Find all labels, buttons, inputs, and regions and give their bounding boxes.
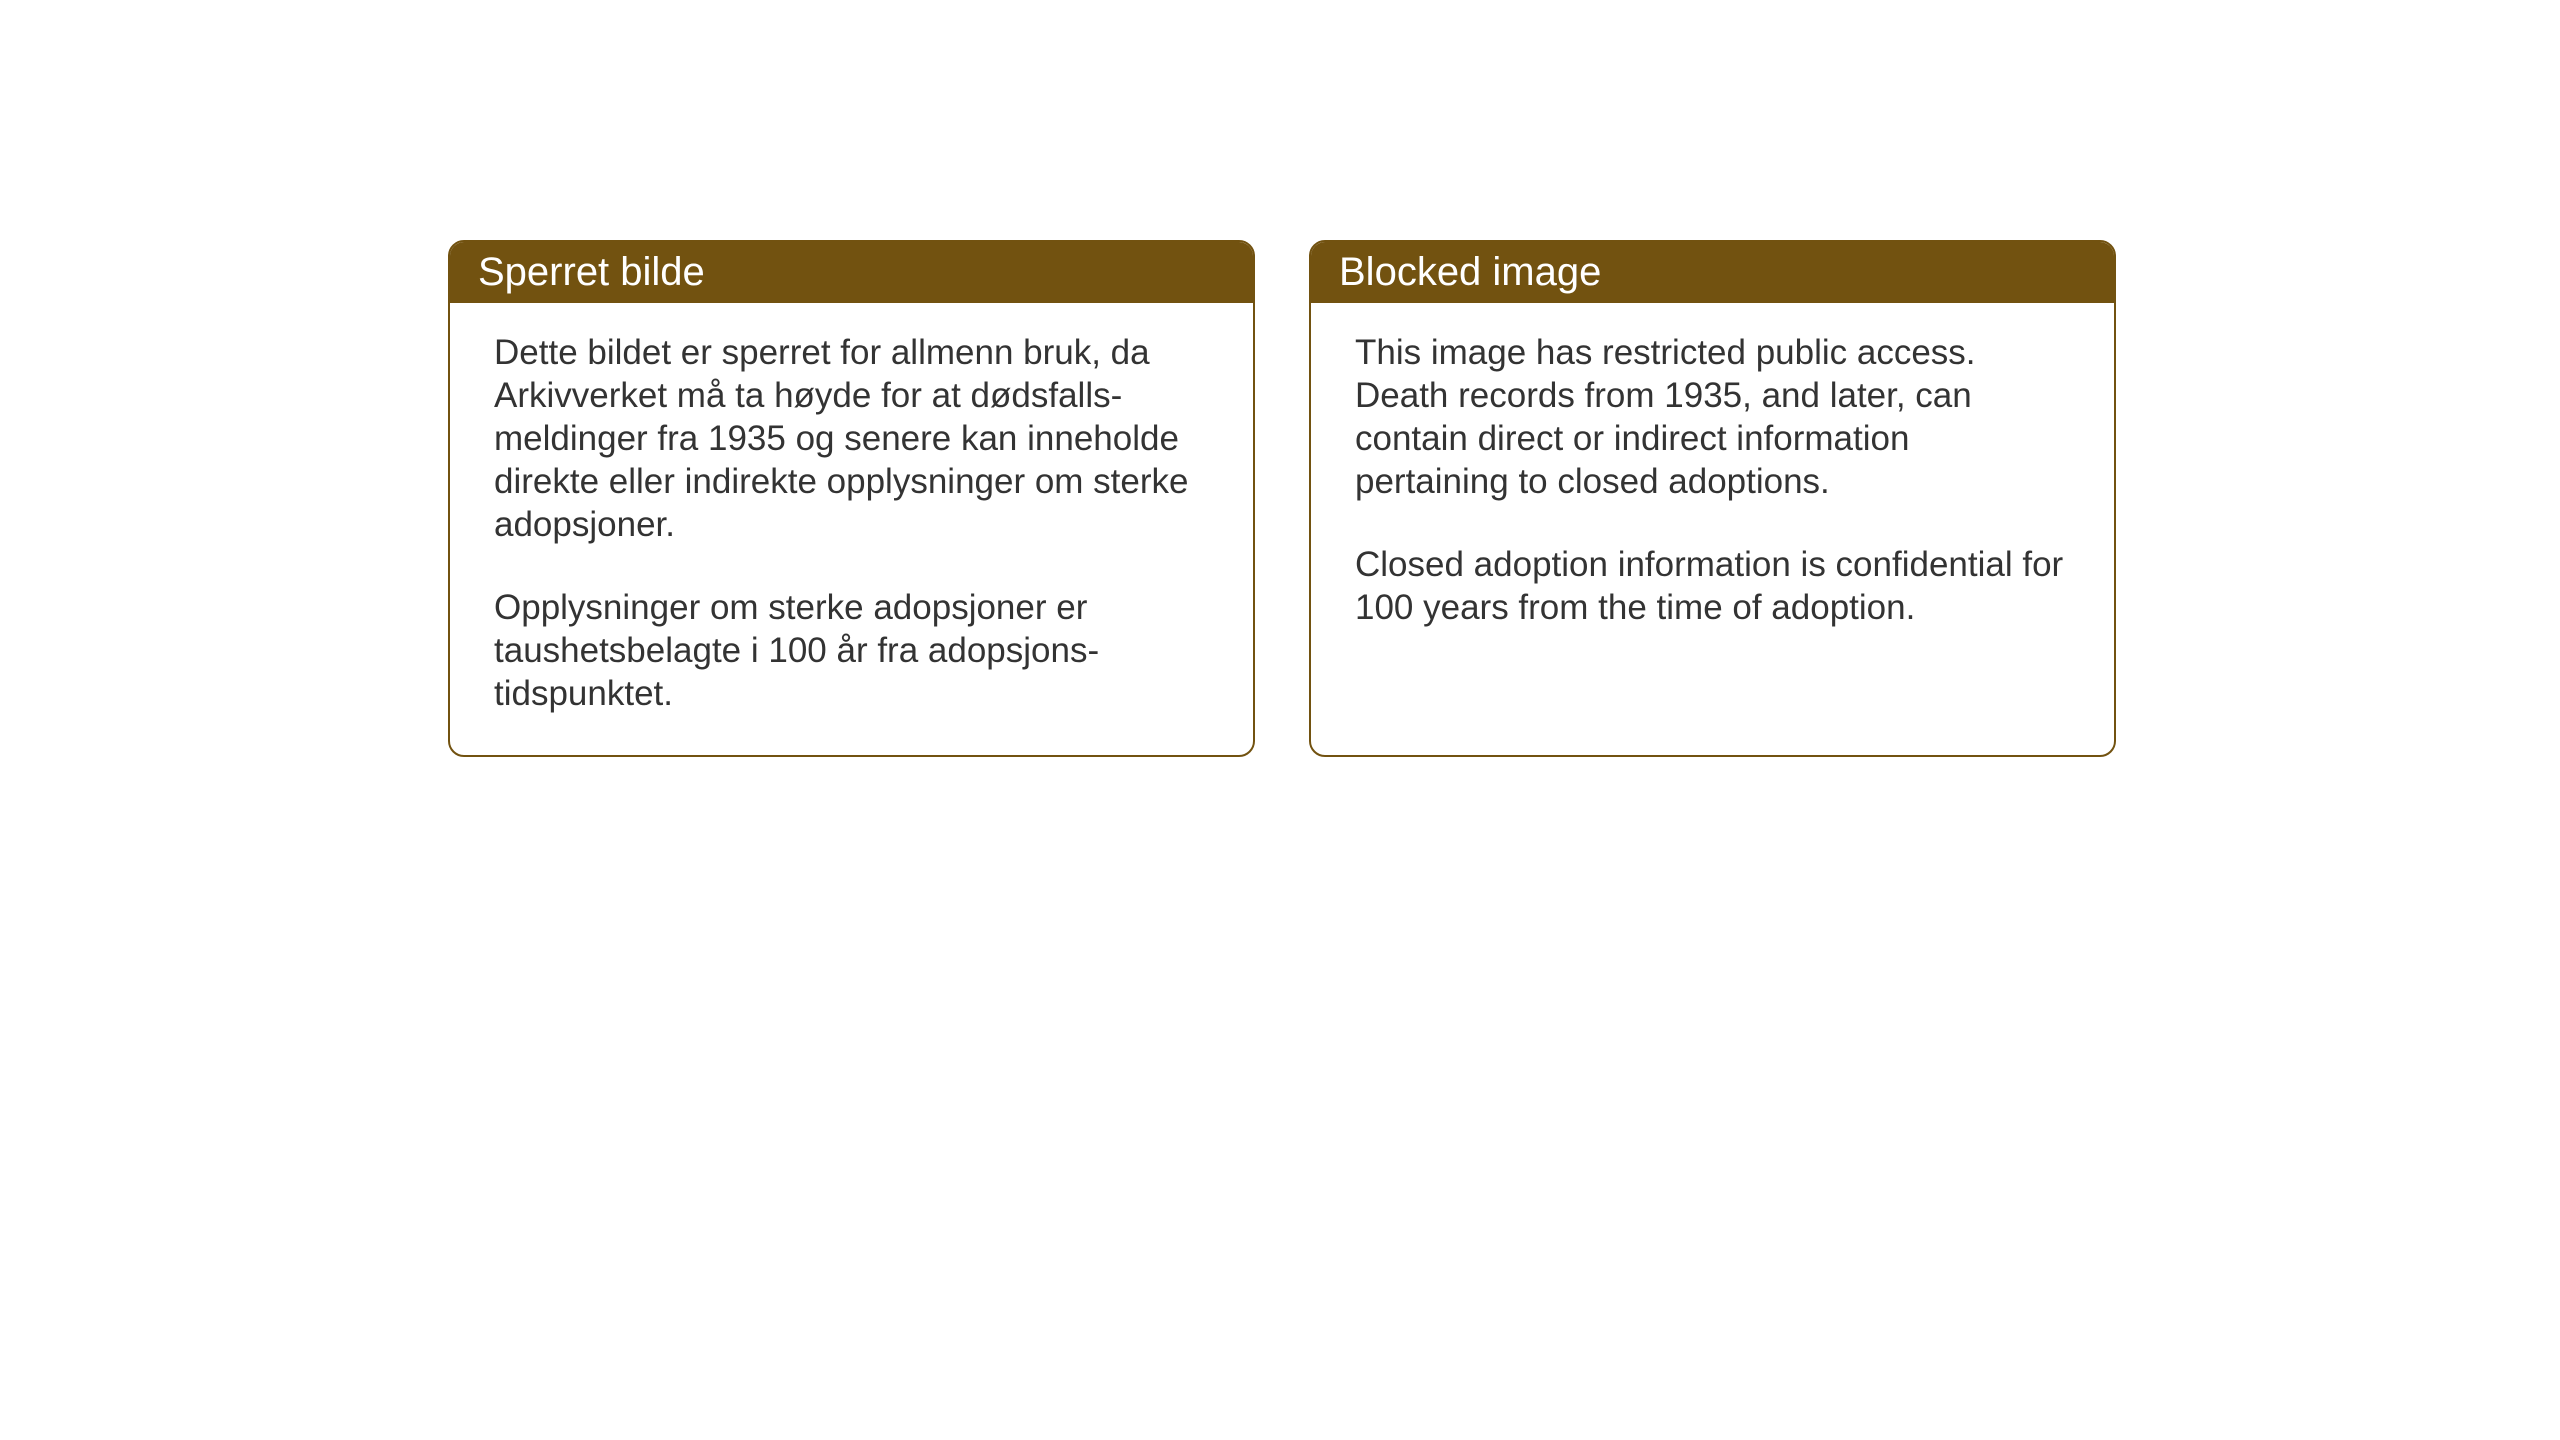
- notice-card-norwegian: Sperret bilde Dette bildet er sperret fo…: [448, 240, 1255, 757]
- notice-body-english: This image has restricted public access.…: [1311, 303, 2114, 669]
- notice-header-norwegian: Sperret bilde: [450, 242, 1253, 303]
- notice-title-norwegian: Sperret bilde: [478, 250, 705, 294]
- notice-paragraph-1-norwegian: Dette bildet er sperret for allmenn bruk…: [494, 331, 1209, 546]
- notice-header-english: Blocked image: [1311, 242, 2114, 303]
- notice-paragraph-1-english: This image has restricted public access.…: [1355, 331, 2070, 503]
- notice-body-norwegian: Dette bildet er sperret for allmenn bruk…: [450, 303, 1253, 755]
- notice-paragraph-2-norwegian: Opplysninger om sterke adopsjoner er tau…: [494, 586, 1209, 715]
- notice-card-english: Blocked image This image has restricted …: [1309, 240, 2116, 757]
- notice-paragraph-2-english: Closed adoption information is confident…: [1355, 543, 2070, 629]
- notice-title-english: Blocked image: [1339, 250, 1601, 294]
- notice-container: Sperret bilde Dette bildet er sperret fo…: [448, 240, 2116, 757]
